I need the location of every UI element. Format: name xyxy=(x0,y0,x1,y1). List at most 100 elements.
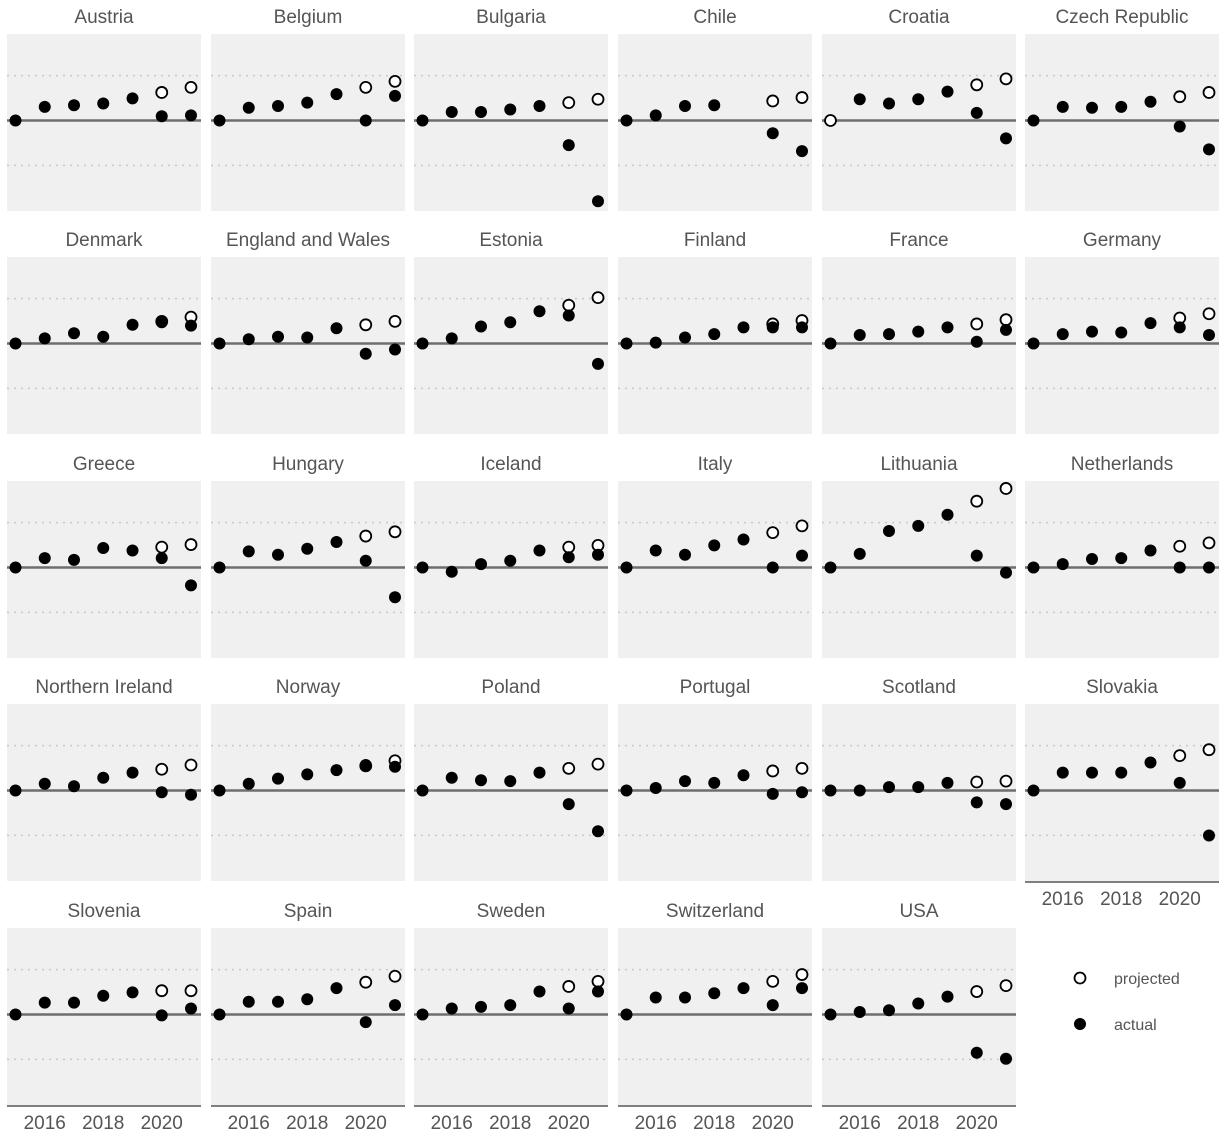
actual-point xyxy=(272,100,284,113)
actual-point xyxy=(330,322,343,335)
panel-title: USA xyxy=(899,901,938,922)
legend-marker-actual xyxy=(1074,1018,1086,1030)
actual-point xyxy=(1027,337,1040,350)
actual-point xyxy=(1000,132,1012,145)
actual-point xyxy=(796,145,808,158)
panel-title: Bulgaria xyxy=(476,7,546,28)
panel-belgium: Belgium xyxy=(211,7,405,211)
actual-point xyxy=(737,533,750,546)
actual-point xyxy=(330,982,343,995)
panel-background xyxy=(414,481,608,658)
x-tick-label: 2016 xyxy=(1042,889,1084,910)
panel-background xyxy=(211,481,405,658)
x-axis: 2016 2018 2020 xyxy=(7,1105,201,1132)
panel-background xyxy=(618,34,812,211)
actual-point xyxy=(883,524,895,537)
panel-title: Northern Ireland xyxy=(35,677,172,698)
projected-point xyxy=(970,985,984,998)
actual-point xyxy=(126,986,139,999)
actual-point xyxy=(389,89,401,102)
panel-title: Estonia xyxy=(479,230,543,251)
actual-point xyxy=(389,999,401,1012)
projected-point xyxy=(970,78,984,92)
projected-point xyxy=(1202,307,1216,321)
panel-spain: Spain xyxy=(211,901,405,1105)
actual-point xyxy=(213,1008,226,1021)
actual-point xyxy=(359,1016,372,1029)
actual-point xyxy=(708,539,721,552)
x-tick-label: 2018 xyxy=(897,1113,939,1132)
panel-background xyxy=(211,704,405,881)
actual-point xyxy=(941,508,954,521)
actual-point xyxy=(679,331,691,344)
panel-background xyxy=(618,928,812,1105)
actual-point xyxy=(1203,143,1215,156)
panel-background xyxy=(414,34,608,211)
actual-point xyxy=(301,331,314,344)
projected-point xyxy=(155,540,169,554)
actual-point xyxy=(941,990,954,1003)
actual-point xyxy=(301,542,314,555)
actual-point xyxy=(504,999,517,1012)
actual-point xyxy=(853,547,866,560)
panel-background xyxy=(414,257,608,434)
panel-background xyxy=(822,481,1016,658)
actual-point xyxy=(155,316,168,329)
actual-point xyxy=(389,343,401,356)
legend-label-actual: actual xyxy=(1114,1017,1157,1034)
x-axis: 2016 2018 2020 xyxy=(211,1105,405,1132)
x-tick-label: 2020 xyxy=(752,1113,794,1132)
projected-point xyxy=(1173,749,1187,763)
panel-finland: Finland xyxy=(618,230,812,434)
projected-point xyxy=(970,775,984,789)
projected-point xyxy=(591,92,605,106)
actual-point xyxy=(416,337,429,350)
actual-point xyxy=(796,321,808,334)
projected-point xyxy=(824,114,837,127)
actual-point xyxy=(301,96,314,109)
projected-point xyxy=(999,774,1013,788)
panel-greece: Greece xyxy=(7,454,201,658)
panel-title: France xyxy=(889,230,948,251)
actual-point xyxy=(533,985,546,998)
actual-point xyxy=(155,1009,168,1022)
panel-usa: USA xyxy=(822,901,1016,1105)
actual-point xyxy=(445,1002,458,1015)
panel-background xyxy=(1025,704,1219,881)
projected-point xyxy=(562,762,576,775)
actual-point xyxy=(796,549,808,562)
panel-title: Poland xyxy=(481,677,540,698)
projected-point xyxy=(999,979,1013,992)
x-axis: 2016 2018 2020 xyxy=(822,1105,1016,1132)
panel-title: Slovakia xyxy=(1086,677,1158,698)
panel-title: Switzerland xyxy=(666,901,764,922)
actual-point xyxy=(1173,120,1186,133)
actual-point xyxy=(38,777,51,790)
actual-point xyxy=(592,825,604,838)
projected-point xyxy=(562,980,576,993)
projected-point xyxy=(388,314,402,328)
actual-point xyxy=(97,97,110,110)
projected-point xyxy=(359,975,373,989)
actual-point xyxy=(883,97,895,110)
panel-background xyxy=(211,928,405,1105)
projected-point xyxy=(388,75,402,88)
actual-point xyxy=(562,798,575,811)
actual-point xyxy=(533,100,546,113)
panel-france: France xyxy=(822,230,1016,434)
actual-point xyxy=(1000,1052,1012,1065)
panel-title: Lithuania xyxy=(880,454,958,475)
panel-denmark: Denmark xyxy=(7,230,201,434)
projected-point xyxy=(999,482,1013,495)
actual-point xyxy=(562,551,575,564)
actual-point xyxy=(912,997,925,1010)
x-tick-label: 2020 xyxy=(345,1113,387,1132)
x-tick-label: 2020 xyxy=(956,1113,998,1132)
panel-lithuania: Lithuania xyxy=(822,454,1016,658)
actual-point xyxy=(1173,321,1186,334)
actual-point xyxy=(416,784,429,797)
actual-point xyxy=(649,781,662,794)
actual-point xyxy=(155,552,168,565)
actual-point xyxy=(1203,829,1215,842)
